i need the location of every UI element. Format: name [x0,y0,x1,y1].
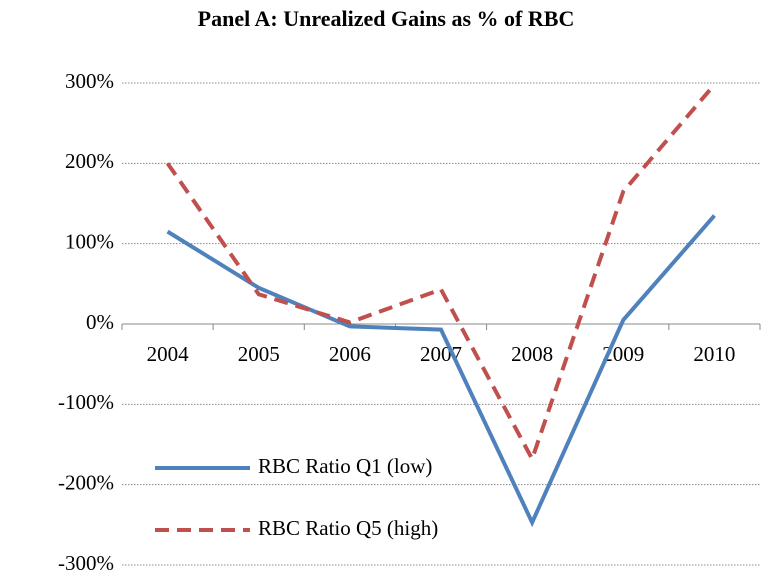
x-tick-label: 2006 [329,342,371,366]
y-tick-label: 300% [65,69,114,93]
y-tick-label: 100% [65,229,114,253]
y-tick-label: -200% [58,470,114,494]
line-series [166,214,716,528]
legend-label: RBC Ratio Q1 (low) [258,454,432,478]
y-tick-label: -300% [58,551,114,575]
y-tick-label: 200% [65,149,114,173]
y-tick-label: -100% [58,390,114,414]
chart-title: Panel A: Unrealized Gains as % of RBC [198,6,575,31]
x-tick-label: 2004 [147,342,190,366]
x-tick-label: 2010 [693,342,735,366]
x-tick-label: 2005 [238,342,280,366]
y-tick-label: 0% [86,310,114,334]
line-series [165,83,716,464]
legend-label: RBC Ratio Q5 (high) [258,516,438,540]
x-tick-label: 2008 [511,342,553,366]
